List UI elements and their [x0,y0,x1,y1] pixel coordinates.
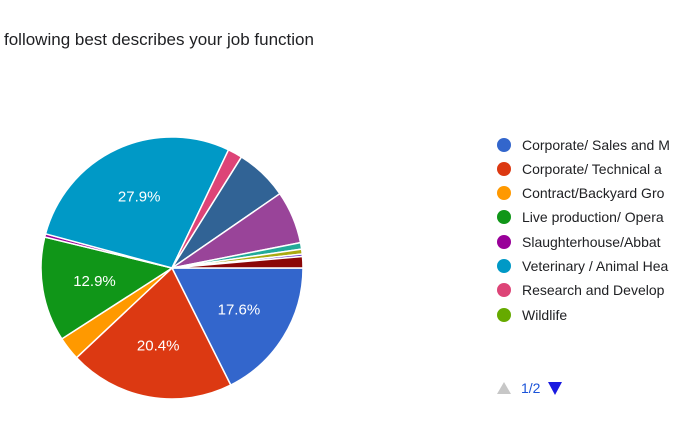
slice-percent-label: 12.9% [73,273,116,290]
slice-percent-label: 27.9% [118,189,161,206]
page-indicator: 1/2 [521,380,541,396]
legend-item: Veterinary / Animal Hea [497,256,670,275]
legend-swatch [497,186,511,201]
legend-swatch [497,234,511,249]
legend-item: Contract/Backyard Gro [497,184,670,203]
legend-item: Corporate/ Sales and M [497,135,670,154]
legend-swatch [497,137,511,152]
legend-item: Slaughterhouse/Abbat [497,232,670,251]
legend-label: Veterinary / Animal Hea [522,257,669,274]
legend-swatch [497,210,511,225]
pie-slice [171,255,304,269]
legend-label: Wildlife [522,306,568,323]
pie-slice [75,266,232,400]
chart-title: following best describes your job functi… [4,30,314,49]
legend: Corporate/ Sales and M Corporate/ Technic… [497,135,670,329]
legend-swatch [497,283,511,298]
pie-slice [40,236,174,340]
legend-label: Corporate/ Sales and M [522,136,670,153]
legend-swatch [497,258,511,273]
legend-swatch [497,161,511,176]
next-page-icon[interactable] [548,381,563,395]
pie-slice [44,136,230,269]
legend-label: Corporate/ Technical a [522,160,662,177]
legend-item: Live production/ Opera [497,208,670,227]
slice-percent-label: 17.6% [218,301,261,318]
legend-label: Research and Develop [522,282,665,299]
pie-slice [170,267,304,387]
legend-label: Live production/ Opera [522,209,664,226]
legend-item: Wildlife [497,305,670,324]
legend-item: Research and Develop [497,281,670,300]
previous-page-icon[interactable] [497,382,511,394]
slice-percent-label: 20.4% [137,337,180,354]
legend-pager: 1/2 [497,380,563,396]
legend-label: Slaughterhouse/Abbat [522,233,661,250]
legend-label: Contract/Backyard Gro [522,185,665,202]
legend-item: Corporate/ Technical a [497,159,670,178]
legend-swatch [497,307,511,322]
